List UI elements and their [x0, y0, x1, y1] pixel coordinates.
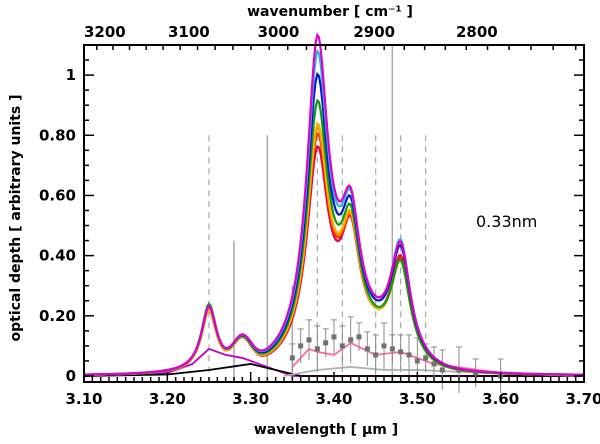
x-tick-label: 3.50 — [399, 390, 436, 408]
data-marker — [406, 352, 412, 358]
data-marker — [473, 370, 479, 376]
data-point-2 — [306, 319, 312, 360]
data-point-17 — [431, 346, 437, 381]
y-axis-title: optical depth [ arbitrary units ] — [8, 94, 24, 341]
x-tick-label: 3.10 — [65, 390, 102, 408]
lower-curve-2 — [291, 341, 585, 377]
data-point-18 — [439, 349, 446, 390]
data-marker — [323, 340, 329, 346]
data-marker — [381, 343, 387, 349]
data-point-14 — [406, 334, 412, 375]
data-point-6 — [339, 325, 346, 366]
data-marker — [348, 337, 354, 343]
data-point-4 — [322, 328, 329, 357]
top-axis: 3200 3100 3000 2900 2800 — [84, 23, 577, 50]
x-tick-label: 3.20 — [149, 390, 186, 408]
data-marker — [414, 358, 420, 364]
data-point-13 — [397, 334, 404, 369]
y-tick-label: 0 — [66, 367, 76, 385]
data-point-11 — [381, 322, 387, 369]
data-marker — [398, 349, 404, 355]
data-point-5 — [331, 319, 337, 354]
y-axis: 0 0.20 0.40 0.60 0.80 1 — [39, 44, 584, 385]
x-axis: 3.10 3.20 3.30 3.40 3.50 3.60 3.70 — [65, 372, 600, 408]
top-tick-label: 3000 — [258, 23, 300, 41]
data-point-1 — [297, 328, 304, 363]
y-tick-label: 0.40 — [39, 247, 76, 265]
data-point-10 — [372, 334, 379, 375]
data-marker — [423, 355, 429, 361]
data-marker — [331, 334, 337, 340]
top-axis-title: wavenumber [ cm⁻¹ ] — [247, 4, 413, 20]
data-marker — [356, 334, 362, 340]
top-tick-label: 3100 — [168, 23, 210, 41]
top-tick-label: 2900 — [353, 23, 395, 41]
x-tick-label: 3.30 — [232, 390, 269, 408]
data-marker — [314, 346, 320, 352]
data-marker — [389, 346, 395, 352]
annotation-label: 0.33nm — [476, 212, 537, 231]
x-tick-label: 3.70 — [565, 390, 600, 408]
x-axis-title: wavelength [ μm ] — [254, 422, 398, 438]
y-tick-label: 1 — [66, 66, 76, 84]
data-point-8 — [356, 322, 362, 351]
y-tick-label: 0.20 — [39, 307, 76, 325]
data-marker — [339, 343, 345, 349]
data-point-12 — [389, 334, 396, 363]
x-tick-label: 3.40 — [315, 390, 352, 408]
y-tick-label: 0.80 — [39, 126, 76, 144]
top-tick-label: 3200 — [84, 23, 126, 41]
data-marker — [431, 361, 437, 367]
data-point-7 — [347, 316, 354, 363]
data-point-3 — [314, 325, 321, 372]
top-tick-label: 2800 — [456, 23, 498, 41]
data-point-0 — [289, 343, 296, 372]
y-tick-label: 0.60 — [39, 186, 76, 204]
x-tick-label: 3.60 — [482, 390, 519, 408]
data-point-9 — [364, 331, 371, 366]
data-marker — [373, 352, 379, 358]
data-marker — [289, 355, 295, 361]
data-marker — [298, 343, 304, 349]
data-marker — [306, 337, 312, 343]
data-marker — [439, 367, 445, 373]
data-marker — [364, 346, 370, 352]
